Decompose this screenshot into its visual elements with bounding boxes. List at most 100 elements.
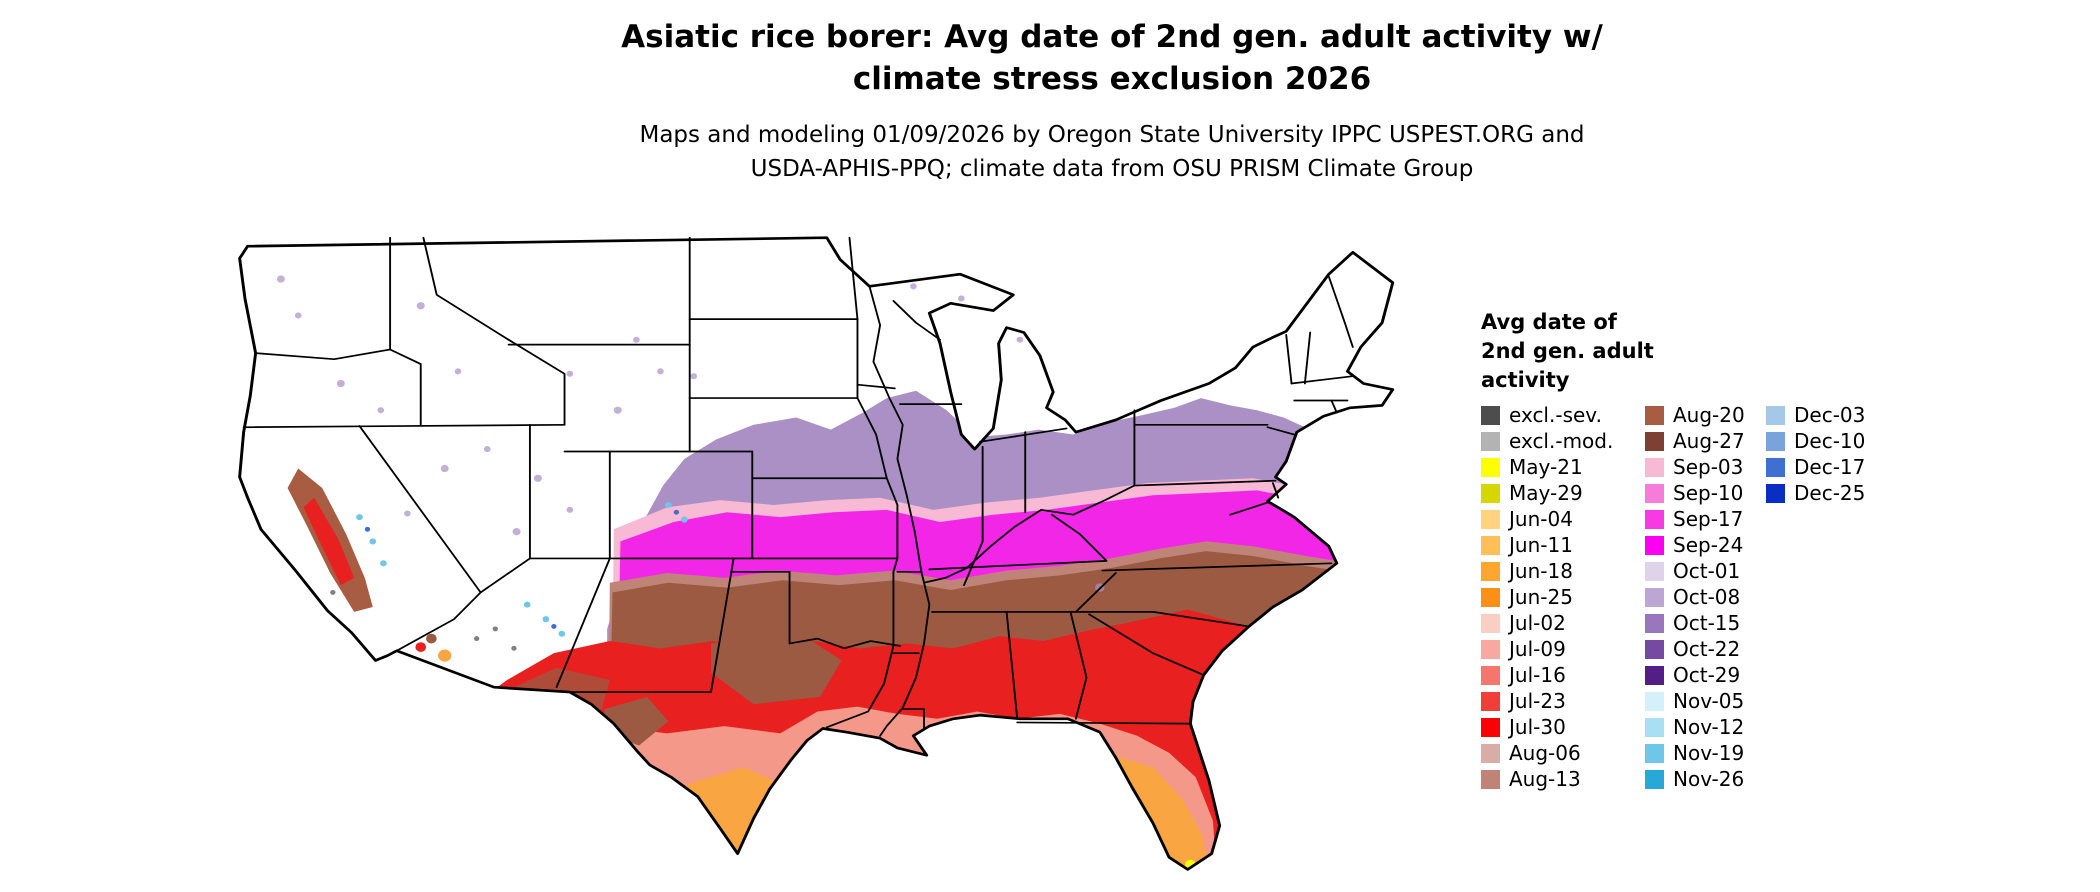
legend-entry: Jul-23 — [1481, 688, 1613, 714]
legend-swatch — [1645, 483, 1664, 503]
legend-column-1: excl.-sev. excl.-mod. May-21 May-29 Jun-04 Ju… — [1481, 402, 1613, 792]
state-borders-layer — [242, 236, 1354, 737]
legend-swatch — [1481, 535, 1500, 555]
legend-label: Nov-19 — [1673, 741, 1745, 765]
legend-swatch — [1481, 743, 1500, 763]
subtitle-line-1: Maps and modeling 01/09/2026 by Oregon S… — [639, 122, 1585, 148]
legend-entry: Dec-17 — [1766, 454, 1865, 480]
legend-entry: Dec-10 — [1766, 428, 1865, 454]
legend-column-2: Aug-20 Aug-27 Sep-03 Sep-10 Sep-17 Sep-24 Oct-… — [1645, 402, 1745, 792]
legend-label: Oct-29 — [1673, 663, 1741, 687]
legend-label: Dec-10 — [1794, 429, 1866, 453]
legend-label: Aug-13 — [1509, 767, 1581, 791]
legend-swatch — [1766, 483, 1785, 503]
legend-entry: Oct-01 — [1645, 558, 1745, 584]
legend-swatch — [1645, 509, 1664, 529]
map-legend: Avg date of 2nd gen. adult activity excl… — [1481, 308, 1865, 791]
legend-swatch — [1481, 691, 1500, 711]
legend-entry: Nov-12 — [1645, 714, 1745, 740]
legend-swatch — [1481, 587, 1500, 607]
legend-swatch — [1481, 639, 1500, 659]
legend-entry: Sep-17 — [1645, 506, 1745, 532]
legend-label: Aug-27 — [1673, 429, 1745, 453]
legend-entry: Nov-19 — [1645, 740, 1745, 766]
legend-label: Jul-30 — [1509, 715, 1566, 739]
legend-entry: Aug-20 — [1645, 402, 1745, 428]
legend-title-line-2: 2nd gen. adult — [1481, 339, 1654, 363]
legend-entry: Jul-09 — [1481, 636, 1613, 662]
legend-label: Nov-12 — [1673, 715, 1745, 739]
legend-entry: Sep-10 — [1645, 480, 1745, 506]
legend-swatch — [1481, 483, 1500, 503]
legend-swatch — [1645, 717, 1664, 737]
legend-label: Nov-05 — [1673, 689, 1745, 713]
title-line-2: climate stress exclusion 2026 — [852, 61, 1372, 97]
us-choropleth-map — [221, 228, 1446, 884]
legend-label: Dec-03 — [1794, 403, 1866, 427]
legend-entry: Jun-04 — [1481, 506, 1613, 532]
legend-column-3: Dec-03 Dec-10 Dec-17 Dec-25 — [1766, 402, 1865, 506]
page-subtitle: Maps and modeling 01/09/2026 by Oregon S… — [112, 118, 2100, 186]
legend-label: Oct-15 — [1673, 611, 1741, 635]
legend-swatch — [1481, 405, 1500, 425]
legend-swatch — [1481, 431, 1500, 451]
legend-entry: Aug-27 — [1645, 428, 1745, 454]
legend-entry: Jun-11 — [1481, 532, 1613, 558]
legend-swatch — [1645, 405, 1664, 425]
legend-label: Oct-01 — [1673, 559, 1741, 583]
legend-label: Oct-08 — [1673, 585, 1741, 609]
legend-swatch — [1766, 457, 1785, 477]
legend-label: Sep-24 — [1673, 533, 1744, 557]
legend-entry: May-29 — [1481, 480, 1613, 506]
legend-swatch — [1481, 769, 1500, 789]
legend-label: Sep-03 — [1673, 455, 1744, 479]
legend-swatch — [1645, 587, 1664, 607]
legend-label: Jul-23 — [1509, 689, 1566, 713]
legend-label: May-29 — [1509, 481, 1583, 505]
legend-label: Jun-11 — [1509, 533, 1573, 557]
legend-label: May-21 — [1509, 455, 1583, 479]
legend-swatch — [1645, 613, 1664, 633]
legend-swatch — [1645, 561, 1664, 581]
legend-swatch — [1481, 457, 1500, 477]
legend-label: Jul-09 — [1509, 637, 1566, 661]
legend-entry: Jun-25 — [1481, 584, 1613, 610]
legend-entry: Oct-15 — [1645, 610, 1745, 636]
legend-entry: Oct-22 — [1645, 636, 1745, 662]
us-outline — [238, 236, 1395, 871]
legend-label: Jun-25 — [1509, 585, 1573, 609]
model-raster-layer — [239, 237, 1393, 870]
legend-swatch — [1481, 613, 1500, 633]
legend-entry: Oct-29 — [1645, 662, 1745, 688]
legend-swatch — [1645, 665, 1664, 685]
legend-label: Dec-17 — [1794, 455, 1866, 479]
legend-swatch — [1481, 717, 1500, 737]
legend-entry: Oct-08 — [1645, 584, 1745, 610]
legend-entry: Jul-16 — [1481, 662, 1613, 688]
legend-swatch — [1481, 561, 1500, 581]
legend-entry: Nov-26 — [1645, 766, 1745, 792]
legend-swatch — [1766, 405, 1785, 425]
legend-entry: Dec-03 — [1766, 402, 1865, 428]
page-title: Asiatic rice borer: Avg date of 2nd gen.… — [112, 16, 2100, 100]
legend-entry: excl.-mod. — [1481, 428, 1613, 454]
legend-label: Oct-22 — [1673, 637, 1741, 661]
legend-swatch — [1645, 769, 1664, 789]
legend-label: Jun-04 — [1509, 507, 1573, 531]
subtitle-line-2: USDA-APHIS-PPQ; climate data from OSU PR… — [750, 156, 1474, 182]
legend-label: Dec-25 — [1794, 481, 1866, 505]
legend-entry: Sep-24 — [1645, 532, 1745, 558]
legend-entry: Aug-13 — [1481, 766, 1613, 792]
legend-entry: Aug-06 — [1481, 740, 1613, 766]
legend-swatch — [1481, 665, 1500, 685]
legend-label: Aug-06 — [1509, 741, 1581, 765]
legend-swatch — [1766, 431, 1785, 451]
title-line-1: Asiatic rice borer: Avg date of 2nd gen.… — [621, 19, 1603, 55]
legend-swatch — [1481, 509, 1500, 529]
legend-title-line-1: Avg date of — [1481, 310, 1617, 334]
legend-entry: excl.-sev. — [1481, 402, 1613, 428]
legend-swatch — [1645, 639, 1664, 659]
legend-entry: Jul-30 — [1481, 714, 1613, 740]
legend-label: Aug-20 — [1673, 403, 1745, 427]
